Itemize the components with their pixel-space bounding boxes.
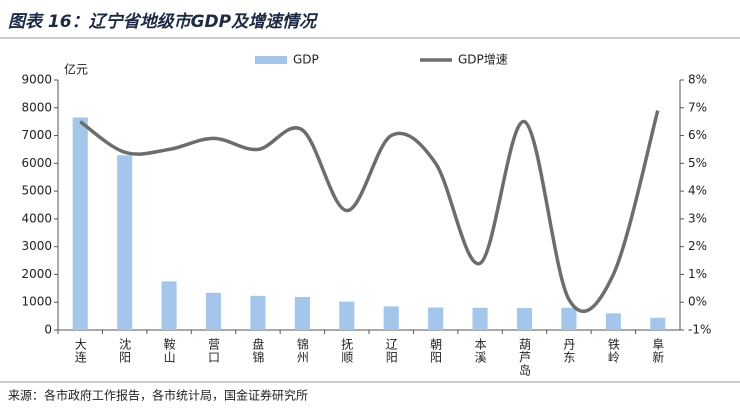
y2-tick-label: 3% xyxy=(688,211,707,225)
x-tick-label: 朝阳 xyxy=(429,338,443,364)
x-tick-label: 丹东 xyxy=(562,338,576,364)
x-tick-label: 抚顺 xyxy=(340,338,354,364)
bar xyxy=(472,307,488,330)
x-tick-label: 葫芦岛 xyxy=(518,338,532,377)
bar xyxy=(516,308,533,330)
x-tick-label: 本溪 xyxy=(473,338,487,364)
bar xyxy=(294,296,310,330)
x-tick-label: 阜新 xyxy=(651,338,665,364)
y2-tick-label: 1% xyxy=(688,267,707,281)
line xyxy=(79,110,660,313)
legend-label: GDP增速 xyxy=(458,53,508,67)
chart-title: 图表 16：辽宁省地级市GDP及增速情况 xyxy=(8,12,319,32)
bar xyxy=(117,155,133,330)
x-tick-label: 锦州 xyxy=(295,338,309,364)
bar xyxy=(650,317,666,330)
legend-label: GDP xyxy=(293,53,319,67)
bar xyxy=(72,117,88,330)
y-tick-label: 7000 xyxy=(21,128,52,142)
y-tick-label: 3000 xyxy=(21,239,52,253)
y2-tick-label: 8% xyxy=(688,73,707,87)
y2-tick-label: 0% xyxy=(688,295,707,309)
y2-tick-label: 5% xyxy=(688,156,707,170)
y-tick-label: 8000 xyxy=(21,100,52,114)
y-tick-label: 6000 xyxy=(21,156,52,170)
y2-tick-label: 7% xyxy=(688,100,707,114)
bar xyxy=(205,292,222,330)
y2-tick-label: 4% xyxy=(688,184,707,198)
y-tick-label: 2000 xyxy=(21,267,52,281)
y-tick-label: 1000 xyxy=(21,295,52,309)
y-tick-label: 0 xyxy=(44,323,52,337)
y2-tick-label: 6% xyxy=(688,128,707,142)
bar xyxy=(561,307,577,330)
x-tick-label: 铁岭 xyxy=(606,338,620,364)
bar xyxy=(161,281,177,330)
x-tick-label: 沈阳 xyxy=(118,337,132,364)
legend-swatch xyxy=(255,56,287,64)
x-tick-label: 大连 xyxy=(73,338,87,364)
bar xyxy=(250,295,266,330)
x-tick-label: 盘锦 xyxy=(251,337,265,364)
source: 来源：各市政府工作报告，各市统计局，国金证券研究所 xyxy=(8,388,308,403)
y-tick-label: 5000 xyxy=(21,184,52,198)
x-tick-label: 营口 xyxy=(207,338,221,364)
y2-tick-label: 2% xyxy=(688,239,707,253)
bar xyxy=(428,307,444,330)
x-tick-label: 鞍山 xyxy=(162,337,176,364)
x-tick-label: 辽阳 xyxy=(384,338,398,364)
bar xyxy=(605,313,621,330)
y-unit: 亿元 xyxy=(64,62,88,77)
y-tick-label: 9000 xyxy=(21,73,52,87)
bar xyxy=(339,301,355,330)
y-tick-label: 4000 xyxy=(21,211,52,225)
y2-tick-label: -1% xyxy=(688,323,711,337)
bar xyxy=(383,306,399,330)
